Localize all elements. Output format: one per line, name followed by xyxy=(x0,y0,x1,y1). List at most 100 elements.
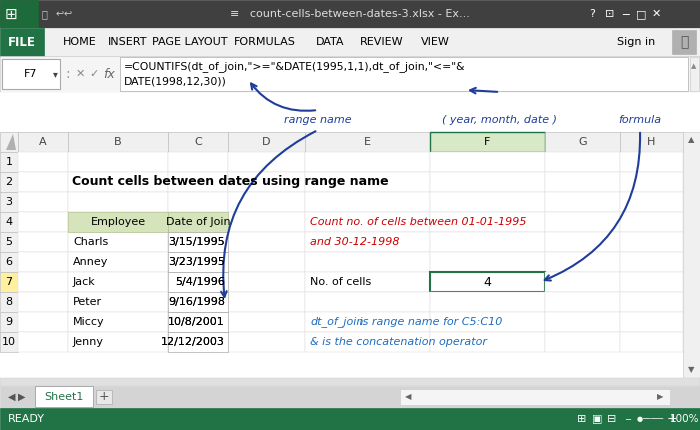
Bar xyxy=(0,332,18,352)
Text: 4: 4 xyxy=(484,276,491,289)
Bar xyxy=(545,152,620,172)
Bar xyxy=(0,28,44,56)
Text: ▶: ▶ xyxy=(18,392,26,402)
Text: Count cells between dates using range name: Count cells between dates using range na… xyxy=(72,175,388,188)
Text: ✓: ✓ xyxy=(90,69,99,79)
Text: ─: ─ xyxy=(622,9,629,19)
Bar xyxy=(120,57,688,91)
Bar xyxy=(18,172,68,192)
Text: :: : xyxy=(66,67,70,81)
Text: =COUNTIFS(dt_of_join,">="&DATE(1995,1,1),dt_of_join,"<="&: =COUNTIFS(dt_of_join,">="&DATE(1995,1,1)… xyxy=(124,61,466,71)
Bar xyxy=(0,172,18,192)
Bar xyxy=(168,272,228,292)
Text: is range name for C5:C10: is range name for C5:C10 xyxy=(356,317,503,327)
Bar xyxy=(305,172,430,192)
Bar xyxy=(620,172,683,192)
Bar xyxy=(168,172,228,192)
Bar xyxy=(0,408,700,430)
Bar xyxy=(0,252,18,272)
Bar xyxy=(168,312,228,332)
Text: 7: 7 xyxy=(6,277,13,287)
Bar xyxy=(68,192,168,212)
Bar xyxy=(430,212,545,232)
Bar xyxy=(68,292,168,312)
Bar xyxy=(0,232,18,252)
Text: Charls: Charls xyxy=(73,237,108,247)
Text: F7: F7 xyxy=(25,69,38,79)
Text: ( year, month, date ): ( year, month, date ) xyxy=(442,115,557,125)
Bar xyxy=(545,272,620,292)
Bar xyxy=(0,0,38,28)
Text: 4: 4 xyxy=(6,217,13,227)
Bar xyxy=(545,332,620,352)
Bar xyxy=(430,312,545,332)
Text: 6: 6 xyxy=(6,257,13,267)
Bar xyxy=(0,312,18,332)
Bar xyxy=(620,292,683,312)
Text: B: B xyxy=(114,137,122,147)
Text: & is the concatenation operator: & is the concatenation operator xyxy=(310,337,487,347)
Text: 9/16/1998: 9/16/1998 xyxy=(168,297,225,307)
Bar xyxy=(18,152,68,172)
Bar xyxy=(168,292,228,312)
Bar xyxy=(305,152,430,172)
Bar xyxy=(400,389,670,405)
Bar xyxy=(545,252,620,272)
Text: H: H xyxy=(648,137,656,147)
Bar xyxy=(545,292,620,312)
Bar xyxy=(620,332,683,352)
Bar xyxy=(68,332,168,352)
Text: ▶: ▶ xyxy=(657,393,664,402)
Text: INSERT: INSERT xyxy=(108,37,148,47)
Text: ▾: ▾ xyxy=(52,69,57,79)
Text: No. of cells: No. of cells xyxy=(310,277,371,287)
Text: 100%: 100% xyxy=(671,414,700,424)
Text: Sheet1: Sheet1 xyxy=(44,392,84,402)
Bar xyxy=(68,212,168,232)
Bar xyxy=(68,152,168,172)
Bar xyxy=(305,312,430,332)
Text: 10/8/2001: 10/8/2001 xyxy=(168,317,225,327)
Bar xyxy=(228,292,305,312)
Bar xyxy=(35,386,93,407)
Bar xyxy=(430,132,545,152)
Bar xyxy=(0,378,700,386)
Bar xyxy=(430,292,545,312)
Text: ▲: ▲ xyxy=(688,135,694,144)
Text: ↩: ↩ xyxy=(64,9,72,19)
Text: ↩: ↩ xyxy=(55,9,63,19)
Bar xyxy=(683,132,700,378)
Bar xyxy=(305,232,430,252)
Bar xyxy=(0,92,700,132)
Bar xyxy=(96,390,112,404)
Bar xyxy=(0,0,700,28)
Text: dt_of_join: dt_of_join xyxy=(310,316,363,328)
Bar xyxy=(0,272,18,292)
Bar xyxy=(305,252,430,272)
Bar xyxy=(620,252,683,272)
Bar xyxy=(2,59,60,89)
Bar xyxy=(430,172,545,192)
Bar xyxy=(430,332,545,352)
Text: ─────: ───── xyxy=(643,416,664,422)
Text: 3/15/1995: 3/15/1995 xyxy=(168,237,225,247)
Bar xyxy=(0,192,18,212)
Bar xyxy=(430,232,545,252)
Bar xyxy=(0,386,700,408)
Bar xyxy=(228,212,305,232)
Text: DATE(1998,12,30)): DATE(1998,12,30)) xyxy=(124,77,227,87)
Bar xyxy=(18,272,68,292)
Bar xyxy=(0,132,700,378)
Bar xyxy=(228,332,305,352)
Text: formula: formula xyxy=(618,115,662,125)
Bar xyxy=(68,132,168,152)
Bar xyxy=(430,192,545,212)
Text: 10/8/2001: 10/8/2001 xyxy=(168,317,225,327)
Text: 3/23/1995: 3/23/1995 xyxy=(168,257,225,267)
Text: range name: range name xyxy=(284,115,352,125)
Text: ✕: ✕ xyxy=(651,9,661,19)
Text: C: C xyxy=(194,137,202,147)
Bar xyxy=(18,192,68,212)
Bar xyxy=(228,232,305,252)
Text: 3/23/1995: 3/23/1995 xyxy=(168,257,225,267)
